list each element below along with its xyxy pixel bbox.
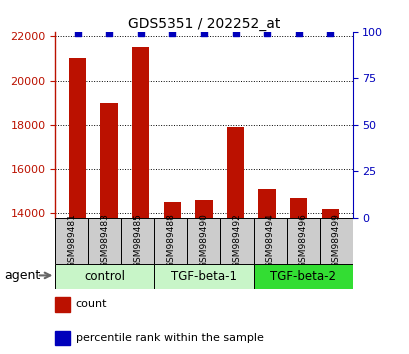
Bar xyxy=(286,218,319,264)
Bar xyxy=(55,331,70,345)
Text: GSM989483: GSM989483 xyxy=(100,213,109,268)
Point xyxy=(232,30,238,36)
Text: TGF-beta-2: TGF-beta-2 xyxy=(270,270,335,282)
Text: control: control xyxy=(84,270,125,282)
Bar xyxy=(258,189,275,354)
Point xyxy=(263,30,270,36)
Bar xyxy=(253,218,286,264)
Bar xyxy=(88,218,121,264)
Text: agent: agent xyxy=(4,269,40,282)
Bar xyxy=(163,202,181,354)
Bar xyxy=(100,103,117,354)
Text: GSM989481: GSM989481 xyxy=(67,213,76,268)
Point xyxy=(74,30,81,36)
Point xyxy=(106,30,112,36)
Text: count: count xyxy=(76,299,107,309)
Bar xyxy=(220,218,253,264)
Point xyxy=(137,30,144,36)
Text: GSM989492: GSM989492 xyxy=(232,213,241,268)
Text: GSM989488: GSM989488 xyxy=(166,213,175,268)
Point xyxy=(326,30,333,36)
Bar xyxy=(187,218,220,264)
Text: percentile rank within the sample: percentile rank within the sample xyxy=(76,333,263,343)
Text: GSM989496: GSM989496 xyxy=(298,213,307,268)
Bar xyxy=(121,218,154,264)
Bar xyxy=(154,218,187,264)
Text: GSM989485: GSM989485 xyxy=(133,213,142,268)
Bar xyxy=(55,218,88,264)
Point xyxy=(169,30,175,36)
Bar xyxy=(290,198,307,354)
Bar xyxy=(253,264,352,289)
Bar xyxy=(55,297,70,312)
Bar xyxy=(195,200,212,354)
Point xyxy=(200,30,207,36)
Text: GSM989494: GSM989494 xyxy=(265,213,274,268)
Text: GSM989499: GSM989499 xyxy=(331,213,340,268)
Bar xyxy=(69,58,86,354)
Bar xyxy=(319,218,352,264)
Bar xyxy=(132,47,149,354)
Text: GSM989490: GSM989490 xyxy=(199,213,208,268)
Bar xyxy=(154,264,253,289)
Point xyxy=(295,30,301,36)
Text: TGF-beta-1: TGF-beta-1 xyxy=(171,270,236,282)
Bar xyxy=(55,264,154,289)
Bar xyxy=(226,127,244,354)
Bar xyxy=(321,209,338,354)
Title: GDS5351 / 202252_at: GDS5351 / 202252_at xyxy=(128,17,279,31)
